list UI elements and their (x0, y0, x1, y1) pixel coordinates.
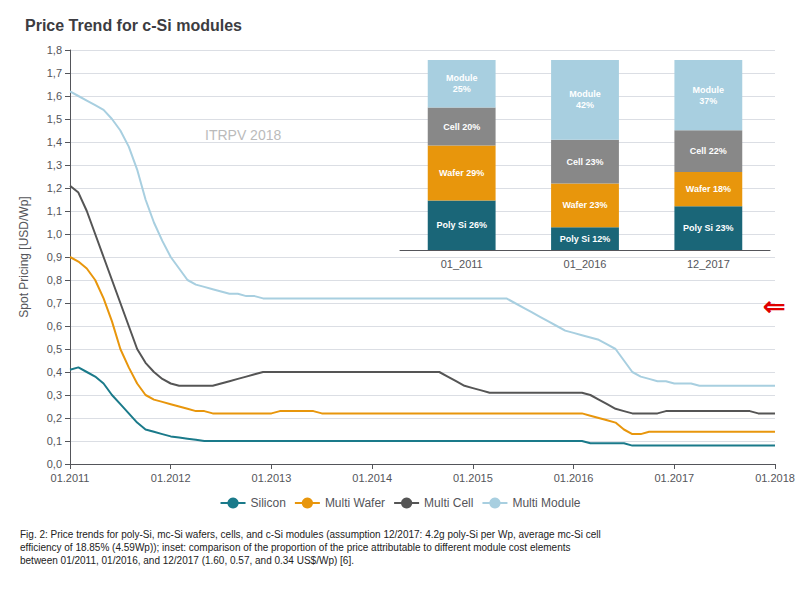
svg-text:Spot Pricing [USD/Wp]: Spot Pricing [USD/Wp] (17, 196, 31, 317)
svg-text:1,3: 1,3 (47, 159, 62, 171)
svg-text:1,0: 1,0 (47, 228, 62, 240)
svg-text:Poly Si 26%: Poly Si 26% (436, 220, 487, 230)
svg-text:1,5: 1,5 (47, 113, 62, 125)
svg-text:Module: Module (693, 85, 725, 95)
svg-text:between 01/2011, 01/2016, and: between 01/2011, 01/2016, and 12/2017 (1… (20, 555, 354, 566)
svg-text:01.2011: 01.2011 (51, 472, 90, 484)
svg-text:25%: 25% (453, 84, 471, 94)
svg-text:0,1: 0,1 (47, 435, 62, 447)
svg-text:Multi Cell: Multi Cell (424, 496, 473, 510)
svg-text:42%: 42% (576, 100, 594, 110)
svg-text:1,2: 1,2 (47, 182, 62, 194)
svg-text:01.2017: 01.2017 (654, 472, 694, 484)
svg-text:01.2016: 01.2016 (554, 472, 594, 484)
svg-text:01.2015: 01.2015 (453, 472, 493, 484)
svg-text:1,6: 1,6 (47, 90, 62, 102)
svg-text:37%: 37% (699, 96, 717, 106)
svg-text:Poly Si 23%: Poly Si 23% (683, 223, 734, 233)
svg-text:Cell 22%: Cell 22% (690, 146, 727, 156)
svg-text:0,9: 0,9 (47, 251, 62, 263)
svg-text:01_2011: 01_2011 (441, 258, 483, 270)
svg-text:Price Trend for c-Si modules: Price Trend for c-Si modules (25, 17, 242, 34)
svg-text:Module: Module (569, 89, 601, 99)
svg-text:0,7: 0,7 (47, 297, 62, 309)
svg-text:0,0: 0,0 (47, 458, 62, 470)
svg-text:1,4: 1,4 (47, 136, 62, 148)
svg-text:12_2017: 12_2017 (687, 258, 730, 270)
svg-text:0,4: 0,4 (47, 366, 62, 378)
svg-text:1,7: 1,7 (47, 67, 62, 79)
svg-text:0,8: 0,8 (47, 274, 62, 286)
svg-text:01.2012: 01.2012 (151, 472, 191, 484)
svg-text:ITRPV 2018: ITRPV 2018 (205, 127, 281, 143)
svg-text:Cell 23%: Cell 23% (566, 157, 603, 167)
svg-text:0,2: 0,2 (47, 412, 62, 424)
svg-text:01.2014: 01.2014 (352, 472, 392, 484)
svg-text:efficiency of 18.85% (4.59Wp)): efficiency of 18.85% (4.59Wp)); inset: c… (20, 542, 570, 553)
svg-text:Fig. 2: Price trends for poly-: Fig. 2: Price trends for poly-Si, mc-Si … (20, 529, 601, 540)
svg-text:Wafer 29%: Wafer 29% (439, 168, 484, 178)
svg-text:0,6: 0,6 (47, 320, 62, 332)
svg-text:Cell 20%: Cell 20% (443, 122, 480, 132)
svg-text:01_2016: 01_2016 (564, 258, 607, 270)
svg-text:⇐: ⇐ (763, 290, 786, 323)
svg-text:0,3: 0,3 (47, 389, 62, 401)
svg-text:Module: Module (446, 73, 478, 83)
svg-text:1,1: 1,1 (47, 205, 62, 217)
svg-text:Silicon: Silicon (251, 496, 286, 510)
svg-text:01.2013: 01.2013 (252, 472, 292, 484)
svg-text:Wafer 23%: Wafer 23% (562, 200, 607, 210)
svg-text:Wafer 18%: Wafer 18% (686, 184, 731, 194)
svg-text:Multi Module: Multi Module (512, 496, 580, 510)
svg-text:Multi Wafer: Multi Wafer (325, 496, 385, 510)
svg-text:01.2018: 01.2018 (755, 472, 795, 484)
svg-text:0,5: 0,5 (47, 343, 62, 355)
svg-text:1,8: 1,8 (47, 44, 62, 56)
svg-text:Poly Si 12%: Poly Si 12% (560, 234, 611, 244)
